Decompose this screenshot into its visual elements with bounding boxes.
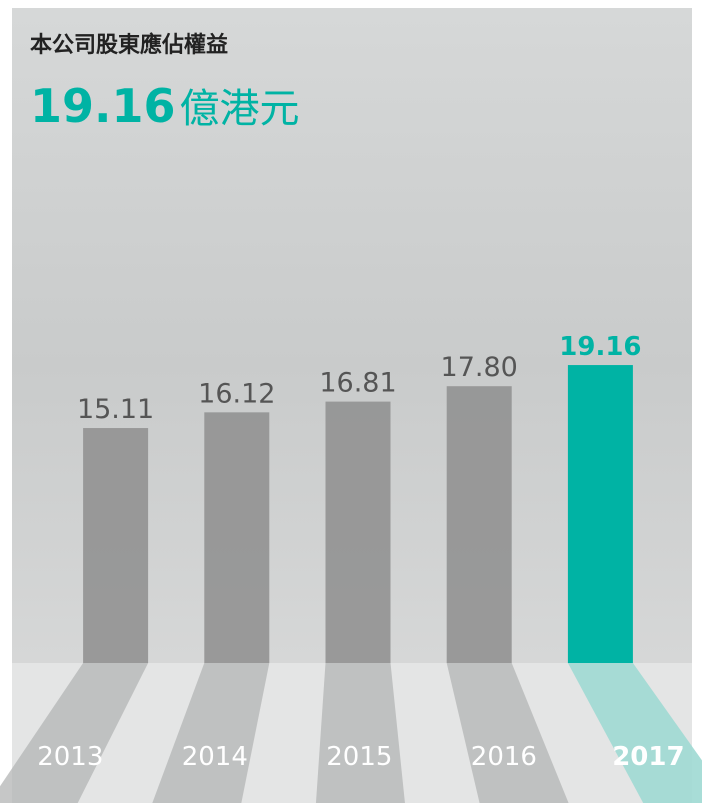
x-tick-label: 2017 — [612, 742, 684, 772]
x-tick-label: 2015 — [326, 742, 392, 772]
value-label: 16.81 — [319, 368, 396, 399]
value-label: 16.12 — [198, 378, 275, 409]
value-label: 19.16 — [559, 332, 641, 362]
value-label: 15.11 — [77, 394, 154, 425]
x-tick-label: 2013 — [37, 742, 103, 772]
headline-unit: 億港元 — [180, 86, 300, 132]
bar-shadow — [316, 663, 405, 803]
x-tick-label: 2016 — [471, 742, 537, 772]
x-tick-label: 2014 — [182, 742, 248, 772]
bar — [204, 412, 269, 663]
chart: 本公司股東應佔權益 19.16億港元 15.11201316.12201416.… — [0, 0, 702, 803]
value-label: 17.80 — [441, 352, 518, 383]
bar — [326, 402, 391, 663]
bar — [83, 428, 148, 663]
bar — [568, 365, 633, 663]
headline-value: 19.16 — [30, 79, 176, 133]
chart-title: 本公司股東應佔權益 — [30, 32, 228, 58]
bar — [447, 386, 512, 663]
